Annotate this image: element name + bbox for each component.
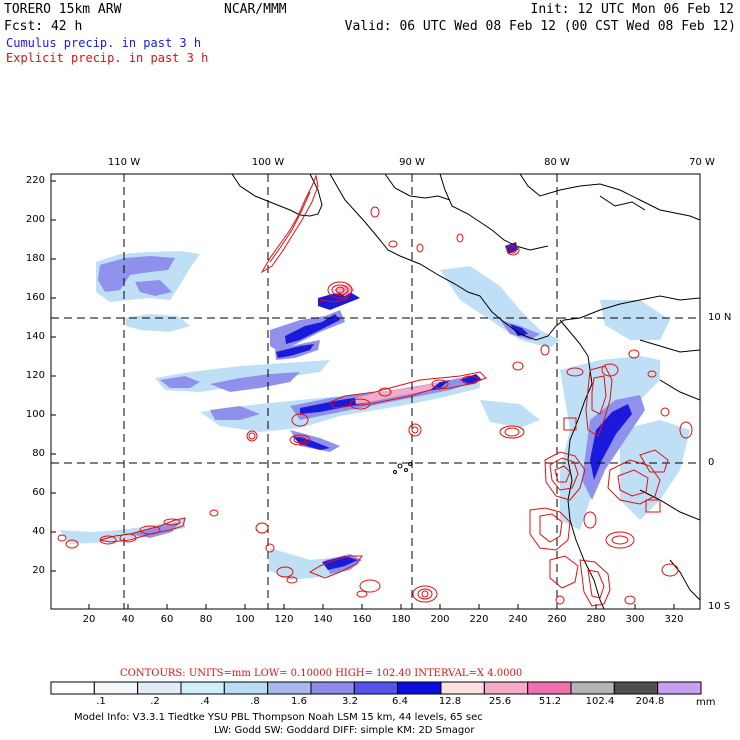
x-tick-180: 180 [391,614,411,625]
colorbar [50,681,702,695]
axis-ticks [51,180,675,609]
colorbar-swatch-9 [440,681,485,695]
lon-label-110w: 110 W [107,157,141,168]
colorbar-label-10: 102.4 [585,696,615,707]
colorbar-swatch-11 [527,681,572,695]
colorbar-swatch-1 [93,681,139,695]
x-tick-160: 160 [352,614,372,625]
x-tick-80: 80 [199,614,213,625]
forecast-hour: Fcst: 42 h [4,19,83,34]
legend-cumulus: Cumulus precip. in past 3 h [6,36,202,50]
model-info-line1: Model Info: V3.3.1 Tiedtke YSU PBL Thomp… [74,712,483,723]
colorbar-swatch-7 [353,681,399,695]
colorbar-label-1: .2 [150,696,160,707]
y-tick-80: 80 [32,448,45,459]
model-name: TORERO 15km ARW [4,2,122,17]
model-info-line2: LW: Godd SW: Goddard DIFF: simple KM: 2D… [214,725,475,736]
y-tick-100: 100 [25,409,45,420]
coastlines [231,174,700,609]
y-tick-180: 180 [25,253,45,264]
colorbar-units: mm [696,697,716,708]
lon-label-80w: 80 W [544,157,570,168]
x-tick-260: 260 [547,614,567,625]
x-tick-200: 200 [430,614,450,625]
y-tick-220: 220 [25,175,45,186]
x-tick-280: 280 [586,614,606,625]
colorbar-label-2: .4 [200,696,210,707]
colorbar-label-0: .1 [96,696,106,707]
organization: NCAR/MMM [224,2,287,17]
colorbar-swatch-10 [483,681,529,695]
x-tick-20: 20 [82,614,96,625]
colorbar-swatch-12 [570,681,615,695]
colorbar-label-3: .8 [250,696,260,707]
colorbar-label-9: 51.2 [538,696,562,707]
colorbar-label-11: 204.8 [635,696,665,707]
init-time: Init: 12 UTC Mon 06 Feb 12 [530,2,735,17]
x-tick-120: 120 [274,614,294,625]
lat-lon-grid [51,174,700,609]
x-tick-300: 300 [625,614,645,625]
contour-info: CONTOURS: UNITS=mm LOW= 0.10000 HIGH= 10… [120,668,523,679]
colorbar-swatch-6 [310,681,355,695]
y-tick-60: 60 [32,487,45,498]
lon-label-70w: 70 W [689,157,715,168]
y-tick-140: 140 [25,331,45,342]
colorbar-swatch-2 [137,681,182,695]
explicit-precip-contours [57,174,693,607]
colorbar-label-6: 6.4 [392,696,408,707]
lat-label-10n: 10 N [708,312,732,323]
colorbar-swatch-8 [397,681,442,695]
x-tick-320: 320 [664,614,684,625]
x-tick-60: 60 [160,614,174,625]
plot-frame [50,173,701,610]
legend-explicit: Explicit precip. in past 3 h [6,51,209,65]
colorbar-swatch-14 [657,681,702,695]
colorbar-swatch-5 [267,681,312,695]
lat-label-10s: 10 S [708,601,731,612]
lon-label-90w: 90 W [399,157,425,168]
colorbar-swatch-13 [613,681,659,695]
y-tick-40: 40 [32,526,45,537]
y-tick-160: 160 [25,292,45,303]
y-tick-20: 20 [32,565,45,576]
x-tick-100: 100 [235,614,255,625]
x-tick-240: 240 [508,614,528,625]
x-tick-140: 140 [313,614,333,625]
colorbar-swatch-3 [180,681,225,695]
valid-time: Valid: 06 UTC Wed 08 Feb 12 (00 CST Wed … [344,19,736,34]
y-tick-200: 200 [25,214,45,225]
colorbar-swatch-4 [223,681,269,695]
colorbar-label-8: 25.6 [488,696,512,707]
colorbar-label-5: 3.2 [342,696,358,707]
colorbar-label-4: 1.6 [291,696,307,707]
lon-label-100w: 100 W [251,157,285,168]
x-tick-40: 40 [121,614,135,625]
colorbar-label-7: 12.8 [438,696,462,707]
y-tick-120: 120 [25,370,45,381]
lat-label-0: 0 [708,457,715,468]
colorbar-swatch-0 [50,681,95,695]
x-tick-220: 220 [469,614,489,625]
